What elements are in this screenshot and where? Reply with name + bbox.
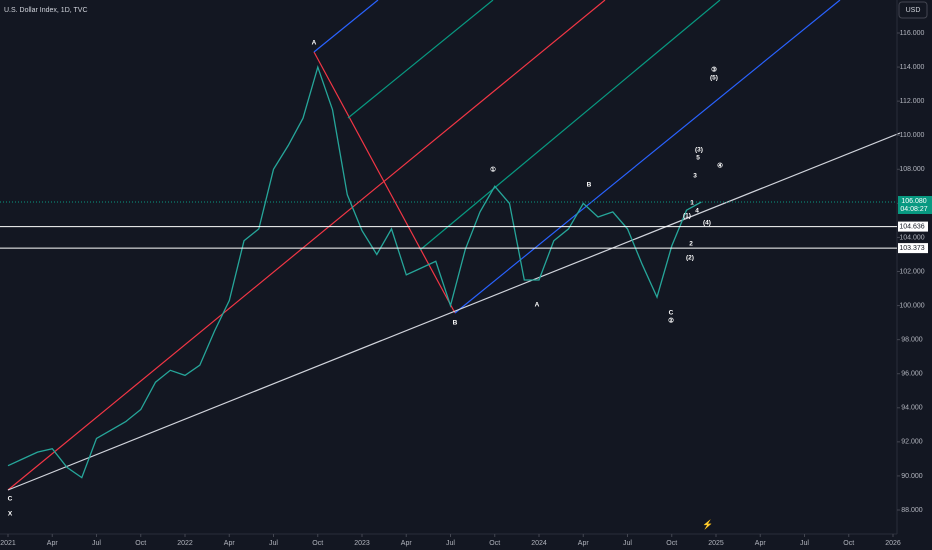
y-tick-label: 104.000 xyxy=(899,234,924,241)
pitchfork-upper xyxy=(313,0,379,53)
pitchfork-handle xyxy=(313,51,456,314)
wave-label: (4) xyxy=(703,220,711,227)
wave-label: ④ xyxy=(717,162,723,170)
x-tick-label: Jul xyxy=(623,540,632,547)
wave-label: C xyxy=(669,310,674,317)
price-line xyxy=(7,64,702,479)
y-tick-label: 96.000 xyxy=(901,371,923,378)
x-tick-label: 2025 xyxy=(708,540,724,547)
y-tick-label: 94.000 xyxy=(901,405,923,412)
event-icon[interactable]: ⚡ xyxy=(702,518,713,530)
wave-label: ② xyxy=(668,317,674,325)
x-tick-label: Apr xyxy=(47,540,59,547)
wave-label: A xyxy=(312,40,317,47)
wave-label: (1) xyxy=(683,213,691,220)
x-tick-label: Apr xyxy=(755,540,767,547)
x-tick-label: Apr xyxy=(401,540,413,547)
level-tag xyxy=(898,221,928,232)
y-tick-label: 112.000 xyxy=(900,98,925,105)
x-tick-label: Oct xyxy=(135,540,146,547)
chart-title: U.S. Dollar Index, 1D, TVC xyxy=(4,7,88,14)
level-label: 103.373 xyxy=(899,245,924,252)
wave-label: X xyxy=(8,511,13,518)
wave-label: (2) xyxy=(686,255,694,262)
x-tick-label: 2026 xyxy=(885,540,901,547)
x-tick-label: Oct xyxy=(312,540,323,547)
pitchfork-level xyxy=(419,0,721,251)
wave-label: 3 xyxy=(693,173,697,180)
x-tick-label: 2023 xyxy=(354,540,370,547)
x-tick-label: Jul xyxy=(446,540,455,547)
x-tick-label: 2024 xyxy=(531,540,547,547)
y-tick-label: 100.000 xyxy=(899,302,924,309)
x-tick-label: Oct xyxy=(843,540,854,547)
wave-label: ③ xyxy=(711,66,717,74)
wave-label: 1 xyxy=(690,200,694,207)
y-tick-label: 114.000 xyxy=(900,64,925,71)
x-tick-label: Jul xyxy=(269,540,278,547)
pitchfork-lower xyxy=(454,0,841,314)
y-tick-label: 108.000 xyxy=(899,166,924,173)
wave-label: C xyxy=(8,496,13,503)
y-tick-label: 90.000 xyxy=(901,473,923,480)
wave-label: 4 xyxy=(695,208,699,215)
wave-label: (5) xyxy=(710,75,718,82)
y-tick-label: 92.000 xyxy=(901,439,923,446)
wave-label: 2 xyxy=(689,241,693,248)
y-tick-label: 102.000 xyxy=(899,268,924,275)
wave-label: B xyxy=(453,320,458,327)
y-tick-label: 88.000 xyxy=(901,507,923,514)
y-tick-label: 98.000 xyxy=(901,336,923,343)
wave-label: A xyxy=(535,302,540,309)
last-price-tag xyxy=(898,195,932,214)
level-label: 104.636 xyxy=(899,223,924,230)
countdown: 04:08:27 xyxy=(900,206,927,213)
x-tick-label: Oct xyxy=(489,540,500,547)
x-tick-label: Jul xyxy=(92,540,101,547)
pitchfork-level xyxy=(347,0,494,119)
currency[interactable]: USD xyxy=(906,7,921,14)
wave-label: ① xyxy=(490,166,496,174)
x-tick-label: Jul xyxy=(800,540,809,547)
last-price-label: 106.080 xyxy=(901,198,926,205)
trend-line xyxy=(7,132,901,491)
wave-label: (3) xyxy=(695,147,703,154)
x-tick-label: Apr xyxy=(224,540,236,547)
currency-button[interactable] xyxy=(898,1,928,19)
y-tick-label: 110.000 xyxy=(900,132,925,139)
x-tick-label: Apr xyxy=(578,540,590,547)
wave-label: 5 xyxy=(696,155,700,162)
y-tick-label: 116.000 xyxy=(900,30,925,37)
drawings xyxy=(7,0,901,491)
x-tick-label: 2021 xyxy=(0,540,16,547)
x-tick-label: Oct xyxy=(666,540,677,547)
wave-label: B xyxy=(587,182,592,189)
x-tick-label: 2022 xyxy=(177,540,193,547)
pitchfork-median xyxy=(7,0,606,491)
level-tag xyxy=(898,243,928,254)
